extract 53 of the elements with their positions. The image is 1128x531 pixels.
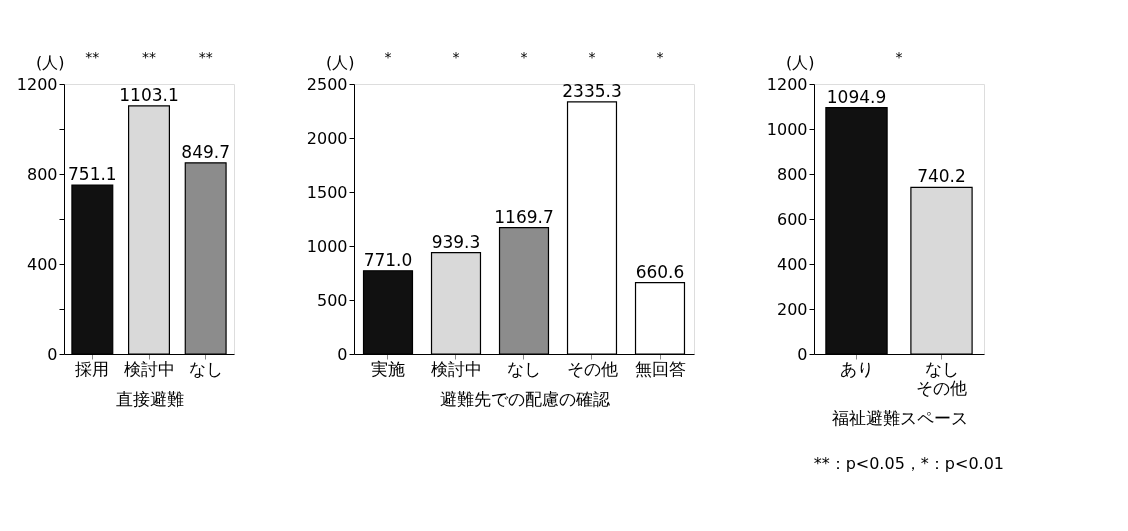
x-tick-label: なし	[188, 358, 223, 379]
text: *	[384, 49, 392, 65]
y-axis-title: (人)	[36, 52, 65, 72]
text: **	[85, 49, 100, 65]
y-tick-label: 2000	[306, 128, 348, 148]
x-tick-label: 検討中	[430, 358, 482, 379]
data-label: 2335.3	[562, 80, 622, 101]
x-axis-title: 福祉避難スペース	[831, 407, 968, 428]
x-tick-label: あり	[839, 358, 874, 379]
y-tick-label: 1000	[306, 236, 348, 256]
x-axis-title: 直接避難	[115, 388, 184, 409]
x-tick-label: 検討中	[123, 358, 175, 379]
text: *	[588, 49, 596, 65]
text: *	[520, 49, 528, 65]
text: **：p<0.05，*：p<0.01	[813, 454, 1004, 473]
x-tick-label: その他	[566, 358, 618, 379]
x-tick-label: 採用	[75, 358, 110, 379]
y-axis-title: (人)	[786, 52, 815, 72]
y-axis-title: (人)	[326, 52, 355, 72]
x-tick-label: 実施	[371, 358, 405, 379]
data-label: 740.2	[917, 166, 966, 187]
text: *	[895, 49, 903, 65]
y-tick-label: 1200	[16, 74, 58, 94]
data-label: 771.0	[363, 249, 413, 270]
y-tick-label: 500	[316, 290, 348, 310]
text: **	[142, 49, 156, 65]
data-label: 1103.1	[119, 84, 179, 105]
text: **	[198, 49, 213, 65]
y-tick-label: 400	[26, 254, 58, 274]
x-axis-title: 避難先での配慮の確認	[439, 388, 610, 409]
y-tick-label: 200	[776, 299, 808, 319]
data-label: 1094.9	[826, 86, 887, 107]
y-tick-label: 0	[337, 344, 348, 364]
text: *	[452, 49, 460, 65]
y-tick-label: 1500	[306, 182, 348, 202]
y-tick-label: 1200	[766, 74, 808, 94]
x-tick-label: なし その他	[916, 358, 967, 398]
data-label: 939.3	[431, 231, 481, 252]
x-tick-label: 無回答	[634, 358, 686, 379]
data-label: 849.7	[181, 141, 230, 162]
text: *	[656, 49, 664, 65]
y-tick-label: 0	[47, 344, 58, 364]
y-tick-label: 800	[776, 164, 808, 184]
y-tick-label: 600	[776, 209, 808, 229]
data-label: 751.1	[68, 164, 117, 184]
x-tick-label: なし	[507, 358, 541, 379]
y-tick-label: 1000	[766, 119, 808, 139]
data-label: 660.6	[635, 261, 685, 282]
y-tick-label: 0	[797, 344, 808, 364]
y-tick-label: 2500	[306, 74, 348, 94]
data-label: 1169.7	[494, 206, 554, 227]
y-tick-label: 800	[26, 164, 58, 184]
y-tick-label: 400	[776, 254, 808, 274]
